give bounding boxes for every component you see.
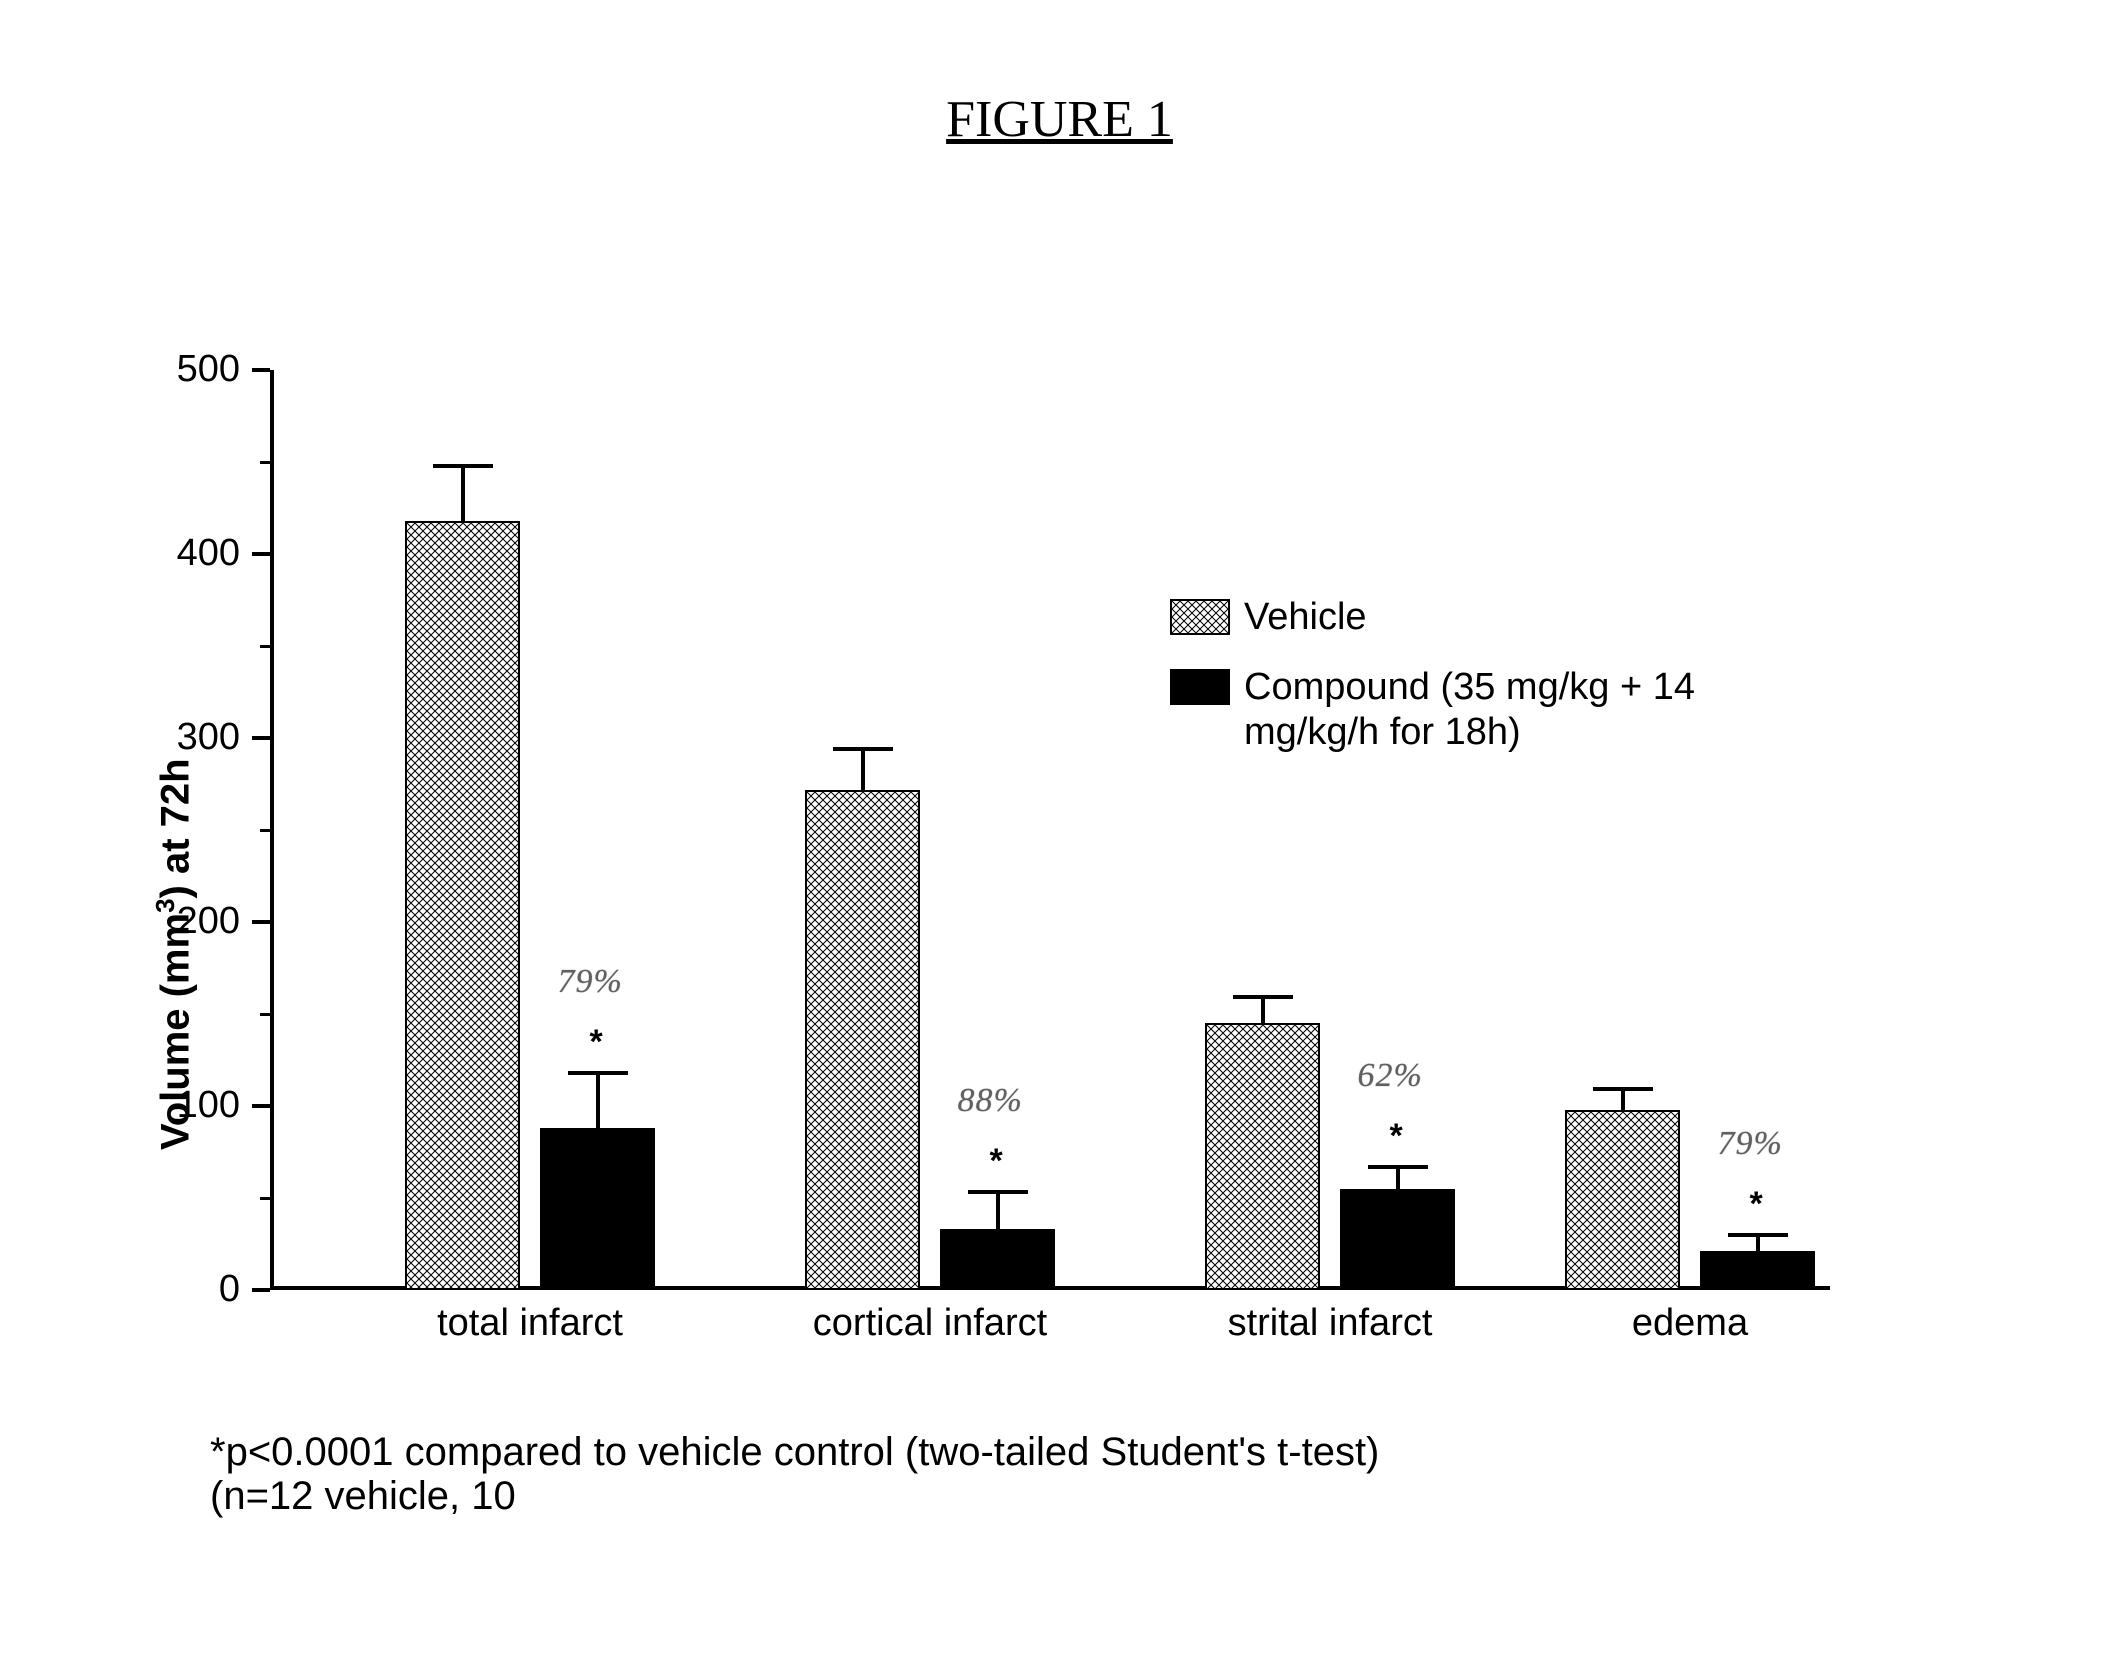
y-tick-label: 500 <box>150 348 240 391</box>
error-cap <box>1593 1087 1653 1091</box>
chart: Volume (mm3) at 72h 0100200300400500tota… <box>270 370 1830 1290</box>
error-bar <box>461 466 465 521</box>
y-tick-label: 100 <box>150 1084 240 1127</box>
percent-label: 79% <box>558 963 623 1001</box>
plot-area: 0100200300400500total infarct79%*cortica… <box>270 370 1830 1290</box>
percent-label: 62% <box>1358 1057 1423 1095</box>
y-minor-tick <box>260 1197 270 1200</box>
significance-star: * <box>1750 1185 1763 1224</box>
page: FIGURE 1 Volume (mm3) at 72h 01002003004… <box>0 0 2119 1661</box>
y-tick-label: 300 <box>150 716 240 759</box>
y-tick <box>252 920 270 924</box>
significance-star: * <box>1390 1117 1403 1156</box>
y-tick <box>252 552 270 556</box>
error-bar <box>1756 1235 1760 1252</box>
error-cap <box>833 747 893 751</box>
error-bar <box>996 1192 1000 1229</box>
legend-swatch-compound <box>1170 669 1230 705</box>
error-cap <box>1728 1233 1788 1237</box>
category-label: strital infarct <box>1170 1302 1490 1345</box>
y-minor-tick <box>260 1013 270 1016</box>
y-minor-tick <box>260 645 270 648</box>
y-axis <box>270 370 274 1290</box>
y-minor-tick <box>260 461 270 464</box>
bar-compound <box>1340 1189 1455 1290</box>
significance-star: * <box>990 1142 1003 1181</box>
bar-compound <box>940 1229 1055 1290</box>
bar-vehicle <box>805 790 920 1290</box>
legend-label-compound: Compound (35 mg/kg + 14 mg/kg/h for 18h) <box>1244 665 1704 756</box>
y-tick-label: 0 <box>150 1268 240 1311</box>
bar-vehicle <box>1205 1023 1320 1290</box>
error-cap <box>1233 995 1293 999</box>
error-cap <box>433 464 493 468</box>
percent-label: 88% <box>958 1082 1023 1120</box>
bar-compound <box>1700 1251 1815 1290</box>
bar-vehicle <box>1565 1110 1680 1290</box>
error-bar <box>861 749 865 789</box>
legend-item-vehicle: Vehicle <box>1170 595 1704 641</box>
legend-label-vehicle: Vehicle <box>1244 595 1367 641</box>
bar-compound <box>540 1128 655 1290</box>
footnote-line-1: *p<0.0001 compared to vehicle control (t… <box>210 1430 1379 1474</box>
y-tick-label: 400 <box>150 532 240 575</box>
significance-star: * <box>590 1023 603 1062</box>
y-minor-tick <box>260 829 270 832</box>
legend-item-compound: Compound (35 mg/kg + 14 mg/kg/h for 18h) <box>1170 665 1704 756</box>
percent-label: 79% <box>1718 1125 1783 1163</box>
y-axis-label-suffix: ) at 72h <box>153 758 197 898</box>
y-tick <box>252 736 270 740</box>
legend: Vehicle Compound (35 mg/kg + 14 mg/kg/h … <box>1170 595 1704 780</box>
y-tick <box>252 1288 270 1292</box>
error-cap <box>968 1190 1028 1194</box>
category-label: cortical infarct <box>770 1302 1090 1345</box>
y-tick <box>252 368 270 372</box>
footnote: *p<0.0001 compared to vehicle control (t… <box>210 1430 1379 1518</box>
y-tick-label: 200 <box>150 900 240 943</box>
error-cap <box>568 1071 628 1075</box>
error-cap <box>1368 1165 1428 1169</box>
legend-swatch-vehicle <box>1170 599 1230 635</box>
y-tick <box>252 1104 270 1108</box>
category-label: edema <box>1530 1302 1850 1345</box>
error-bar <box>596 1073 600 1128</box>
error-bar <box>1621 1089 1625 1109</box>
error-bar <box>1396 1167 1400 1189</box>
figure-title: FIGURE 1 <box>0 90 2119 149</box>
category-label: total infarct <box>370 1302 690 1345</box>
footnote-line-2: (n=12 vehicle, 10 <box>210 1474 1379 1518</box>
bar-vehicle <box>405 521 520 1290</box>
error-bar <box>1261 997 1265 1023</box>
